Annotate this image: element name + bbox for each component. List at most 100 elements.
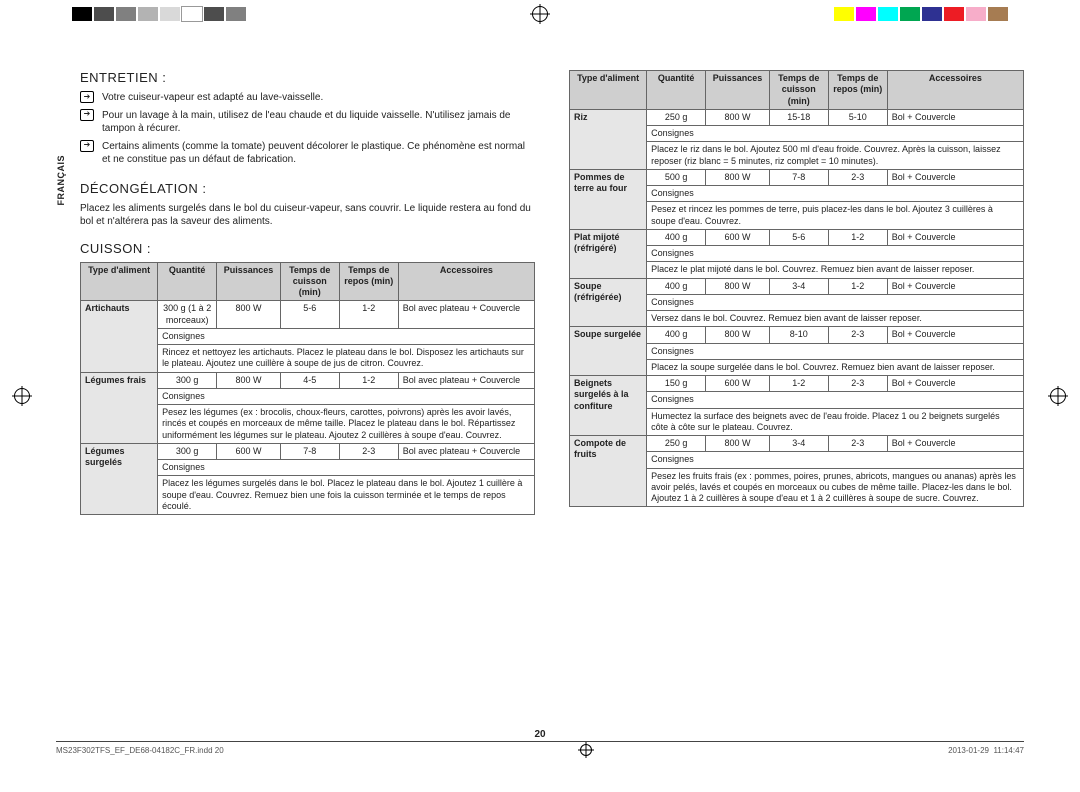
cell-qty: 300 g bbox=[158, 372, 217, 388]
row-type: Légumes frais bbox=[81, 372, 158, 443]
note-icon: ➔ bbox=[80, 140, 94, 152]
color-swatch bbox=[160, 7, 180, 21]
consignes-text: Pesez les légumes (ex : brocolis, choux-… bbox=[158, 405, 535, 444]
cell-rest: 2-3 bbox=[828, 169, 887, 185]
cell-power: 800 W bbox=[217, 301, 281, 329]
section-title-cuisson: CUISSON : bbox=[80, 241, 535, 256]
cell-rest: 1-2 bbox=[828, 229, 887, 245]
cell-qty: 400 g bbox=[647, 278, 706, 294]
cell-rest: 2-3 bbox=[828, 436, 887, 452]
cell-cook: 8-10 bbox=[769, 327, 828, 343]
cell-cook: 3-4 bbox=[769, 436, 828, 452]
cell-cook: 7-8 bbox=[769, 169, 828, 185]
th-acc: Accessoires bbox=[398, 262, 534, 301]
cell-cook: 1-2 bbox=[769, 376, 828, 392]
decongelation-text: Placez les aliments surgelés dans le bol… bbox=[80, 202, 535, 229]
note-icon: ➔ bbox=[80, 91, 94, 103]
color-swatch bbox=[900, 7, 920, 21]
cell-power: 800 W bbox=[706, 327, 770, 343]
th-type: Type d'aliment bbox=[570, 71, 647, 110]
color-swatch bbox=[944, 7, 964, 21]
color-swatch bbox=[72, 7, 92, 21]
color-swatch bbox=[922, 7, 942, 21]
table-row: Artichauts300 g (1 à 2 morceaux)800 W5-6… bbox=[81, 301, 535, 329]
cell-power: 800 W bbox=[217, 372, 281, 388]
row-type: Artichauts bbox=[81, 301, 158, 372]
footer-file: MS23F302TFS_EF_DE68-04182C_FR.indd 20 bbox=[56, 746, 224, 755]
cell-power: 800 W bbox=[706, 436, 770, 452]
table-row: Beignets surgelés à la confiture150 g600… bbox=[570, 376, 1024, 392]
section-title-entretien: ENTRETIEN : bbox=[80, 70, 535, 85]
cell-power: 800 W bbox=[706, 278, 770, 294]
registration-mark-icon bbox=[580, 744, 592, 756]
consignes-text: Pesez et rincez les pommes de terre, pui… bbox=[647, 202, 1024, 230]
cell-power: 800 W bbox=[706, 109, 770, 125]
bullet-list-entretien: ➔Votre cuiseur-vapeur est adapté au lave… bbox=[80, 91, 535, 167]
color-swatch bbox=[834, 7, 854, 21]
th-acc: Accessoires bbox=[887, 71, 1023, 110]
row-type: Légumes surgelés bbox=[81, 443, 158, 514]
color-strip-left bbox=[72, 7, 246, 21]
cooking-table-left: Type d'aliment Quantité Puissances Temps… bbox=[80, 262, 535, 516]
cell-acc: Bol + Couvercle bbox=[887, 327, 1023, 343]
cell-rest: 2-3 bbox=[828, 327, 887, 343]
cell-power: 600 W bbox=[706, 376, 770, 392]
color-swatch bbox=[226, 7, 246, 21]
cell-cook: 5-6 bbox=[280, 301, 339, 329]
consignes-text: Humectez la surface des beignets avec de… bbox=[647, 408, 1024, 436]
table-row: Soupe surgelée400 g800 W8-102-3Bol + Cou… bbox=[570, 327, 1024, 343]
cell-rest: 2-3 bbox=[828, 376, 887, 392]
table-row: Légumes frais300 g800 W4-51-2Bol avec pl… bbox=[81, 372, 535, 388]
cell-rest: 1-2 bbox=[828, 278, 887, 294]
cell-qty: 250 g bbox=[647, 109, 706, 125]
color-swatch bbox=[878, 7, 898, 21]
color-swatch bbox=[988, 7, 1008, 21]
th-power: Puissances bbox=[706, 71, 770, 110]
cell-cook: 7-8 bbox=[280, 443, 339, 459]
cell-rest: 1-2 bbox=[339, 301, 398, 329]
th-qty: Quantité bbox=[158, 262, 217, 301]
cell-acc: Bol avec plateau + Couvercle bbox=[398, 301, 534, 329]
consignes-label: Consignes bbox=[158, 328, 535, 344]
cell-cook: 5-6 bbox=[769, 229, 828, 245]
registration-mark-icon bbox=[532, 6, 548, 22]
bullet-text: Pour un lavage à la main, utilisez de l'… bbox=[102, 109, 535, 136]
consignes-label: Consignes bbox=[158, 388, 535, 404]
th-rest: Temps de repos (min) bbox=[828, 71, 887, 110]
consignes-text: Placez le riz dans le bol. Ajoutez 500 m… bbox=[647, 142, 1024, 170]
table-row: Plat mijoté (réfrigéré)400 g600 W5-61-2B… bbox=[570, 229, 1024, 245]
consignes-label: Consignes bbox=[647, 186, 1024, 202]
cell-acc: Bol avec plateau + Couvercle bbox=[398, 372, 534, 388]
consignes-text: Rincez et nettoyez les artichauts. Place… bbox=[158, 345, 535, 373]
cell-power: 600 W bbox=[706, 229, 770, 245]
row-type: Soupe surgelée bbox=[570, 327, 647, 376]
cell-qty: 400 g bbox=[647, 327, 706, 343]
cell-rest: 2-3 bbox=[339, 443, 398, 459]
bullet-text: Certains aliments (comme la tomate) peuv… bbox=[102, 140, 535, 167]
color-strip-right bbox=[834, 7, 1008, 21]
cell-cook: 3-4 bbox=[769, 278, 828, 294]
consignes-label: Consignes bbox=[647, 392, 1024, 408]
bullet-item: ➔ Certains aliments (comme la tomate) peu… bbox=[80, 140, 535, 167]
consignes-label: Consignes bbox=[647, 294, 1024, 310]
color-swatch bbox=[204, 7, 224, 21]
section-title-decongelation: DÉCONGÉLATION : bbox=[80, 181, 535, 196]
cell-qty: 150 g bbox=[647, 376, 706, 392]
footer: MS23F302TFS_EF_DE68-04182C_FR.indd 20 20… bbox=[56, 741, 1024, 756]
color-swatch bbox=[966, 7, 986, 21]
table-row: Pommes de terre au four500 g800 W7-82-3B… bbox=[570, 169, 1024, 185]
color-swatch bbox=[182, 7, 202, 21]
registration-mark-icon bbox=[1050, 388, 1066, 404]
bullet-item: ➔Pour un lavage à la main, utilisez de l… bbox=[80, 109, 535, 136]
th-type: Type d'aliment bbox=[81, 262, 158, 301]
consignes-text: Placez la soupe surgelée dans le bol. Co… bbox=[647, 359, 1024, 375]
cell-qty: 300 g bbox=[158, 443, 217, 459]
bullet-item: ➔Votre cuiseur-vapeur est adapté au lave… bbox=[80, 91, 535, 105]
consignes-text: Placez les légumes surgelés dans le bol.… bbox=[158, 476, 535, 515]
cell-acc: Bol + Couvercle bbox=[887, 109, 1023, 125]
th-qty: Quantité bbox=[647, 71, 706, 110]
cell-power: 800 W bbox=[706, 169, 770, 185]
th-cook: Temps de cuisson (min) bbox=[769, 71, 828, 110]
cell-acc: Bol + Couvercle bbox=[887, 169, 1023, 185]
cell-acc: Bol + Couvercle bbox=[887, 436, 1023, 452]
